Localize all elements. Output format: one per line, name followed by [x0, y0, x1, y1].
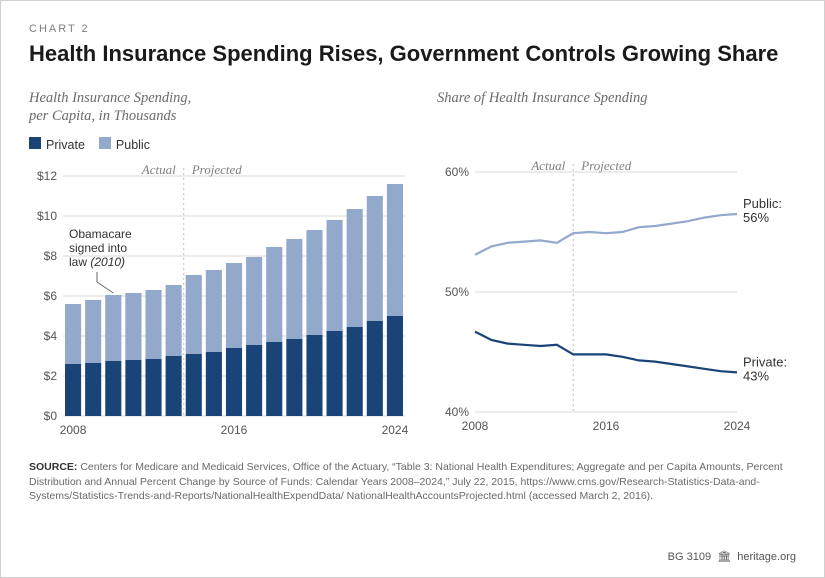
svg-text:Projected: Projected: [580, 158, 632, 173]
chart-title: Health Insurance Spending Rises, Governm…: [29, 41, 796, 67]
line-chart-area: 40% 50% 60% Actual Projected Public:56% Privat…: [437, 154, 789, 434]
charts-container: Health Insurance Spending,per Capita, in…: [29, 89, 796, 438]
svg-text:$8: $8: [44, 249, 58, 263]
legend-item: Private: [29, 137, 85, 152]
svg-text:2024: 2024: [382, 423, 409, 437]
right-chart: Share of Health Insurance Spending 40% 50…: [437, 89, 789, 438]
svg-text:56%: 56%: [743, 210, 769, 225]
svg-text:$10: $10: [37, 209, 57, 223]
svg-text:50%: 50%: [445, 285, 469, 299]
chart-number: CHART 2: [29, 23, 796, 35]
source-label: SOURCE:: [29, 461, 77, 473]
left-subtitle: Health Insurance Spending,per Capita, in…: [29, 89, 409, 129]
svg-text:2016: 2016: [593, 419, 620, 433]
footer-id: BG 3109: [668, 551, 711, 563]
svg-text:$4: $4: [44, 329, 58, 343]
capitol-icon: 🏛: [717, 551, 731, 563]
svg-text:2008: 2008: [462, 419, 489, 433]
svg-text:2024: 2024: [724, 419, 751, 433]
svg-text:$2: $2: [44, 369, 58, 383]
svg-text:Actual: Actual: [141, 162, 176, 177]
svg-text:$12: $12: [37, 169, 57, 183]
svg-text:signed into: signed into: [69, 241, 127, 255]
svg-text:$6: $6: [44, 289, 58, 303]
legend-item: Public: [99, 137, 150, 152]
svg-text:2008: 2008: [60, 423, 87, 437]
svg-text:law (2010): law (2010): [69, 255, 125, 269]
source-text: Centers for Medicare and Medicaid Servic…: [29, 461, 783, 502]
footer: BG 3109 🏛 heritage.org: [668, 550, 796, 563]
right-subtitle: Share of Health Insurance Spending: [437, 89, 789, 129]
source-note: SOURCE: Centers for Medicare and Medicai…: [29, 460, 796, 504]
svg-text:$0: $0: [44, 409, 58, 423]
svg-text:Obamacare: Obamacare: [69, 227, 132, 241]
svg-text:60%: 60%: [445, 165, 469, 179]
svg-text:Projected: Projected: [191, 162, 243, 177]
svg-text:43%: 43%: [743, 368, 769, 383]
svg-text:2016: 2016: [221, 423, 248, 437]
svg-text:40%: 40%: [445, 405, 469, 419]
svg-text:Private:: Private:: [743, 354, 787, 369]
legend: Private Public: [29, 137, 409, 152]
bar-chart-area: $0 $2 $4 $6 $8 $10 $12 Actual Projected Obamacare…: [29, 158, 409, 438]
svg-text:Public:: Public:: [743, 196, 782, 211]
svg-text:Actual: Actual: [530, 158, 565, 173]
left-chart: Health Insurance Spending,per Capita, in…: [29, 89, 409, 438]
footer-site: heritage.org: [737, 551, 796, 563]
